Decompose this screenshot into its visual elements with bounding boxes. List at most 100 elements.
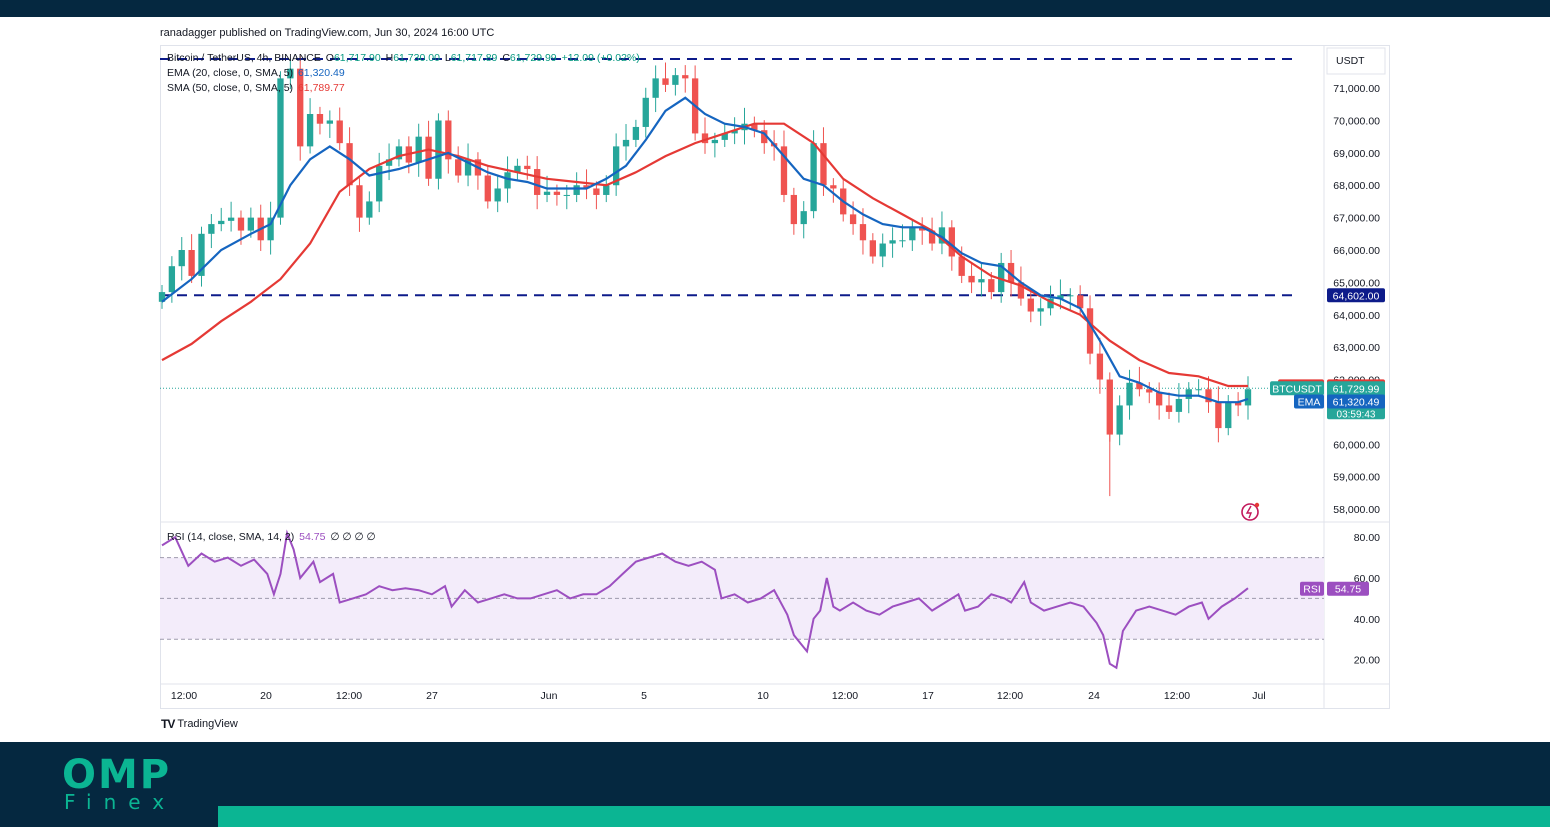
symbol-badge: [1270, 381, 1324, 396]
candle: [188, 250, 195, 276]
currency-badge[interactable]: USDT: [1326, 47, 1386, 75]
candle: [1116, 405, 1123, 435]
price-tick-label: 69,000.00: [1333, 148, 1380, 160]
candle-timer-label: 03:59:43: [1337, 409, 1376, 420]
candle: [928, 230, 936, 244]
candle: [889, 240, 896, 244]
candle: [1165, 405, 1173, 412]
time-tick-label: Jul: [1252, 690, 1265, 702]
candle: [573, 185, 580, 195]
candle: [662, 78, 669, 85]
candle: [672, 75, 679, 85]
candle: [800, 211, 807, 225]
candle: [385, 159, 393, 166]
tradingview-brand[interactable]: TV TradingView: [161, 717, 238, 731]
candle: [899, 240, 906, 242]
candle: [790, 194, 798, 225]
time-tick-label: 12:00: [832, 690, 858, 702]
candle: [455, 159, 462, 176]
legend-c: 61,729.99: [509, 52, 557, 64]
price-tick-label: 63,000.00: [1333, 342, 1380, 354]
candle: [376, 165, 383, 202]
flash-icon[interactable]: [1241, 502, 1260, 521]
candle: [612, 146, 620, 186]
legend-rsi-name: RSI (14, close, SMA, 14, 2): [167, 531, 295, 543]
candle: [218, 220, 225, 225]
price-tick-label: 60,000.00: [1333, 439, 1380, 451]
rsi-value-label: 54.75: [1335, 584, 1361, 596]
currency-label: USDT: [1336, 55, 1365, 67]
rsi-value-badge: [1327, 581, 1369, 596]
candle: [1017, 282, 1025, 299]
price-tick-label: 66,000.00: [1333, 245, 1380, 257]
rsi-line: [161, 529, 1249, 670]
candle: [810, 143, 817, 212]
candle: [642, 97, 649, 127]
candle: [237, 217, 245, 231]
candle: [208, 224, 215, 234]
candle: [435, 120, 442, 179]
candle: [1067, 295, 1074, 297]
candle: [761, 130, 768, 144]
candle: [553, 191, 561, 195]
legend-rsi-value: 54.75: [299, 531, 326, 543]
horizontal-levels: 64,602.00: [160, 57, 1385, 389]
legend-ema[interactable]: EMA (20, close, 0, SMA, 5) 61,320.49: [167, 67, 347, 79]
candle: [415, 136, 422, 163]
candle: [494, 188, 501, 202]
candle: [504, 172, 511, 189]
candle: [346, 143, 353, 186]
candle: [603, 185, 610, 195]
candle: [1215, 402, 1222, 429]
candle: [543, 191, 551, 195]
legend-rsi-extra: ∅ ∅ ∅ ∅: [330, 531, 376, 543]
candle: [1195, 389, 1202, 391]
candle: [919, 227, 926, 231]
legend-sma[interactable]: SMA (50, close, 0, SMA, 5) 61,789.77: [167, 82, 347, 94]
legend-ema-name: EMA (20, close, 0, SMA, 5): [167, 67, 294, 79]
time-tick-label: 17: [922, 690, 934, 702]
tradingview-logo-icon: TV: [161, 717, 175, 731]
candle: [267, 217, 274, 241]
candle: [534, 169, 541, 195]
time-tick-label: 12:00: [1164, 690, 1190, 702]
candle: [1086, 308, 1094, 354]
legend-rsi[interactable]: RSI (14, close, SMA, 14, 2) 54.75 ∅ ∅ ∅ …: [167, 531, 378, 543]
candle: [652, 78, 659, 98]
candle: [1155, 392, 1163, 406]
candle: [326, 120, 333, 124]
candle: [198, 233, 205, 276]
candle: [701, 133, 709, 144]
candle: [711, 139, 719, 144]
candle: [445, 120, 452, 160]
rsi-tick-label: 40.00: [1354, 614, 1380, 626]
candle: [1146, 389, 1153, 393]
candle: [1225, 402, 1232, 429]
legend-l: 61,717.89: [450, 52, 498, 64]
rsi-tick-label: 80.00: [1354, 532, 1380, 544]
legend-ema-value: 61,320.49: [297, 67, 345, 79]
candle: [1106, 379, 1113, 435]
legend-sma-name: SMA (50, close, 0, SMA, 5): [167, 82, 294, 94]
level-badge: [1327, 288, 1385, 303]
candle: [227, 217, 235, 221]
candle: [731, 130, 738, 134]
logo-main: OMP: [62, 752, 172, 798]
candle: [158, 292, 166, 302]
axis-labels: SMA:MA61,789.77BTCUSDT61,729.99−1.18%03:…: [1270, 379, 1385, 596]
candle: [366, 201, 373, 218]
candle: [998, 262, 1005, 293]
legend-h-label: H: [385, 52, 394, 64]
price-tick-label: 65,000.00: [1333, 277, 1380, 289]
candle: [593, 188, 600, 195]
candle: [1205, 389, 1212, 403]
candle: [297, 68, 304, 147]
candle: [1077, 295, 1084, 309]
time-tick-label: 5: [641, 690, 647, 702]
candle: [948, 227, 955, 257]
price-tick-label: 58,000.00: [1333, 504, 1380, 516]
candle: [356, 185, 363, 218]
sma-line: [161, 122, 1248, 388]
candle: [820, 143, 827, 186]
